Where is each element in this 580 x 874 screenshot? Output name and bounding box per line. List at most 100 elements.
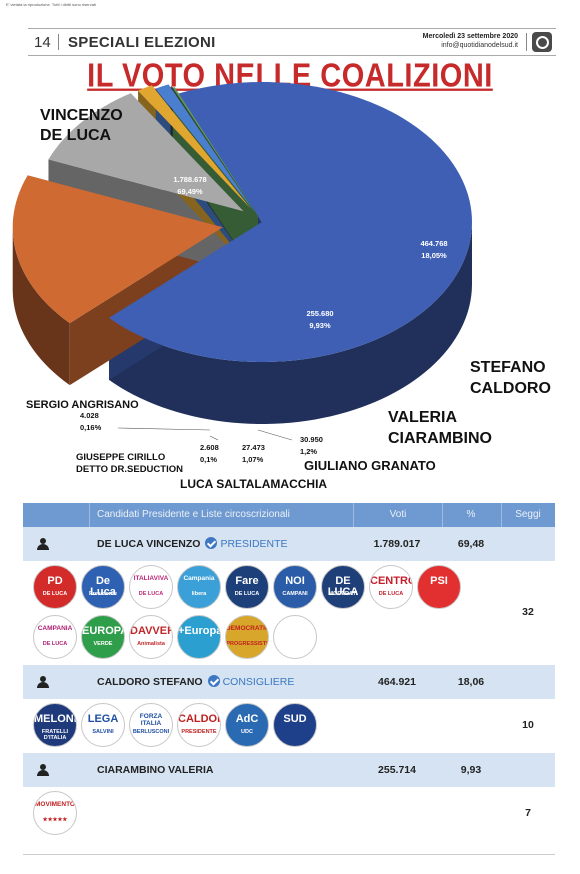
party-logo-icon: DEMOCRATICI PROGRESSISTI [225, 615, 269, 659]
label-de-luca-line1: VINCENZO [40, 107, 123, 124]
percent-caldoro: 18,05% [421, 251, 447, 260]
value-angrisano: 4.028 [80, 411, 99, 420]
leader-line-cirillo [209, 435, 219, 441]
section-title: SPECIALI ELEZIONI [68, 34, 216, 51]
party-lists-row: MELONI FRATELLI D'ITALIA LEGA SALVINI FORZA … [23, 699, 555, 753]
label-caldoro-line1: STEFANO [470, 359, 546, 376]
person-icon-head [40, 676, 46, 682]
percent-saltalamacchia: 1,07% [242, 455, 264, 464]
party-logo-icon: DAVVERO Animalista [129, 615, 173, 659]
party-logo-icon: AdC UDC [225, 703, 269, 747]
slice-vincenzo-de-luca [109, 82, 472, 362]
party-logo-text: PSI [430, 575, 448, 587]
label-ciarambino-line1: VALERIA [388, 409, 457, 426]
party-logo-text: FORZA ITALIA [139, 713, 163, 727]
header-icon-column [23, 503, 90, 527]
party-logo-text: ITALIAVIVA [133, 575, 169, 582]
copyright-notice: E' vietata la riproduzione. Tutti i diri… [6, 2, 96, 7]
party-lists-row: MOVIMENTO ★★★★★ 7 [23, 787, 555, 841]
party-logo-text: De Luca [90, 575, 116, 598]
candidate-percent: 18,06 [457, 676, 485, 688]
header-divider-right [526, 33, 527, 51]
slice-valeria-ciarambino [48, 93, 244, 212]
label-ciarambino-line2: CIARAMBINO [388, 430, 492, 447]
person-icon-body [37, 682, 49, 688]
party-logo-icon: MOVIMENTO ★★★★★ [33, 791, 77, 835]
party-logo-icon [273, 615, 317, 659]
candidate-seats: 10 [522, 719, 534, 731]
party-logo-text: CAMPANIA [37, 625, 73, 632]
results-table: Candidati Presidente e Liste circoscrizi… [23, 503, 555, 841]
party-logo-text: MOVIMENTO [35, 801, 75, 808]
table-header: Candidati Presidente e Liste circoscrizi… [23, 503, 555, 527]
party-logo-icon: EUROPA VERDE [81, 615, 125, 659]
party-logo-subtext: MODERATI [328, 591, 358, 597]
header-votes: Voti [353, 503, 443, 527]
leader-line-angrisano [117, 427, 211, 431]
party-logo-icon: DE LUCA MODERATI [321, 565, 365, 609]
party-logo-text: CENTRO [370, 575, 413, 587]
candidate-seats: 32 [522, 606, 534, 618]
value-saltalamacchia: 27.473 [242, 443, 265, 452]
slice-giuseppe-cirillo-detto-dr-seduction [170, 86, 258, 215]
person-icon-head [40, 764, 46, 770]
page-header: 14 SPECIALI ELEZIONI Mercoledì 23 settem… [28, 28, 556, 56]
slice-giuliano-granato [138, 85, 251, 209]
candidate-percent: 69,48 [457, 538, 485, 550]
chart-labels: VINCENZO DE LUCA STEFANO CALDORO VALERIA… [26, 107, 551, 491]
candidate-row: CIARAMBINO VALERIA 255.714 9,93 [23, 753, 555, 787]
percent-granato: 1,2% [300, 447, 317, 456]
person-icon-body [37, 770, 49, 776]
contact-email: info@quotidianodelsud.it [441, 42, 518, 49]
party-logo-subtext: DE LUCA [234, 591, 260, 597]
percent-angrisano: 0,16% [80, 423, 102, 432]
value-cirillo: 2.608 [200, 443, 219, 452]
party-logo-text: NOI [285, 575, 305, 587]
party-logo-icon: ITALIAVIVA DE LUCA [129, 565, 173, 609]
party-logo-text: CALDORO [178, 713, 220, 725]
candidate-votes: 464.921 [378, 676, 416, 688]
label-angrisano: SERGIO ANGRISANO [26, 399, 139, 411]
party-logo-icon: CALDORO PRESIDENTE [177, 703, 221, 747]
issue-date: Mercoledì 23 settembre 2020 [422, 33, 518, 40]
candidate-name: CIARAMBINO VALERIA [97, 753, 213, 787]
party-logo-icon: Campania libera [177, 565, 221, 609]
pie-slices [12, 82, 472, 424]
party-logo-text: DEMOCRATICI [226, 625, 269, 632]
person-icon [37, 676, 49, 688]
candidate-name-text: DE LUCA VINCENZO [97, 538, 201, 550]
bottom-rule [23, 854, 555, 855]
verified-check-icon [207, 675, 220, 688]
slice-stefano-caldoro [12, 175, 223, 324]
party-logo-subtext: BERLUSCONI [132, 729, 170, 735]
candidate-percent: 9,93 [460, 764, 482, 776]
party-logo-subtext: CAMPANI [282, 591, 308, 597]
newspaper-logo-icon [532, 32, 552, 52]
party-logo-subtext: ★★★★★ [42, 817, 68, 823]
party-logo-text: +Europa [178, 625, 221, 637]
candidate-votes: 1.789.017 [373, 538, 421, 550]
party-logo-subtext: libera [191, 591, 207, 597]
party-logo-subtext: SALVINI [92, 729, 114, 735]
party-logo-icon: PSI [417, 565, 461, 609]
party-logo-text: Campania [183, 575, 215, 582]
candidate-role: PRESIDENTE [220, 538, 288, 550]
party-logo-subtext: PRESIDENTE [181, 729, 217, 735]
value-granato: 30.950 [300, 435, 323, 444]
party-logo-text: MELONI [34, 713, 77, 725]
leader-line-granato [257, 429, 293, 441]
value-caldoro: 464.768 [420, 239, 447, 248]
label-saltalamacchia: LUCA SALTALAMACCHIA [180, 477, 327, 491]
label-de-luca-line2: DE LUCA [40, 127, 112, 144]
value-ciarambino: 255.680 [306, 309, 333, 318]
party-logo-text: EUROPA [82, 625, 125, 637]
candidate-seats: 7 [525, 807, 531, 819]
party-logo-subtext: Animalista [137, 641, 165, 647]
party-logo-subtext: DE LUCA [42, 591, 68, 597]
slice-wall-1 [12, 228, 70, 386]
party-logo-icon: MELONI FRATELLI D'ITALIA [33, 703, 77, 747]
candidate-votes: 255.714 [378, 764, 416, 776]
person-icon [37, 764, 49, 776]
party-logo-icon: Fare DE LUCA [225, 565, 269, 609]
party-logo-text: DAVVERO [130, 625, 172, 637]
